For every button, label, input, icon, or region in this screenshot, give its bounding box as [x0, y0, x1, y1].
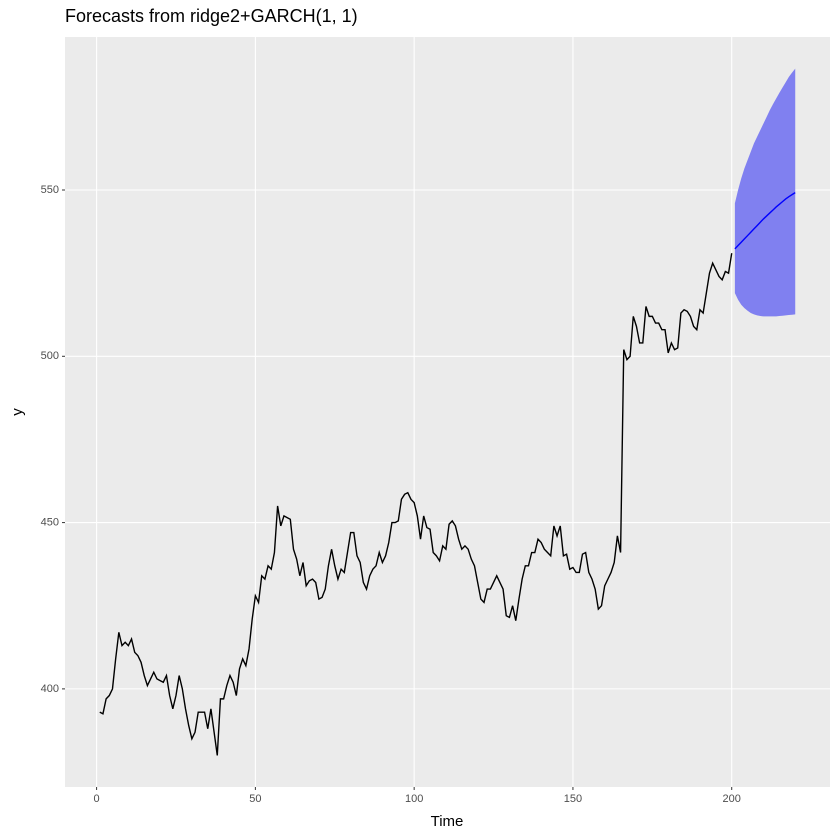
x-tick-label: 150 — [564, 793, 582, 805]
chart-title: Forecasts from ridge2+GARCH(1, 1) — [65, 6, 358, 26]
x-tick-label: 200 — [723, 793, 741, 805]
x-axis-label: Time — [431, 813, 464, 830]
y-tick-label: 400 — [41, 683, 59, 695]
x-tick-label: 0 — [94, 793, 100, 805]
panel — [65, 37, 830, 787]
x-tick-label: 50 — [249, 793, 261, 805]
x-tick-label: 100 — [405, 793, 423, 805]
y-tick-label: 500 — [41, 350, 59, 362]
series-line — [99, 253, 733, 756]
series-line — [734, 192, 796, 250]
forecast-band — [734, 68, 796, 317]
y-tick-label: 450 — [41, 516, 59, 528]
y-axis-label: y — [9, 408, 26, 416]
y-tick-label: 550 — [41, 184, 59, 196]
